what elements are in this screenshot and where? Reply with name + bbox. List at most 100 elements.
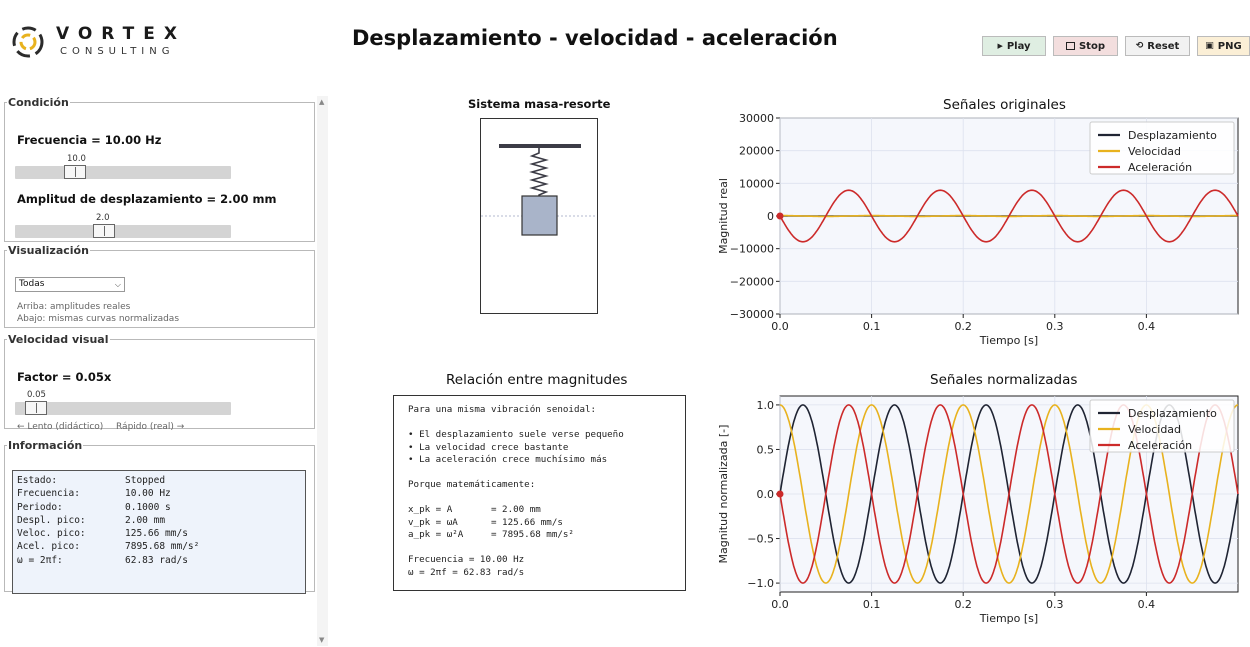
info-key: Frecuencia: — [17, 488, 80, 500]
play-icon: ▶ — [997, 42, 1003, 50]
relation-line: • La aceleración crece muchísimo más — [408, 454, 608, 465]
info-value: 2.00 mm — [125, 514, 166, 526]
info-row: Periodo: 0.1000 s — [17, 501, 305, 514]
frequency-value: 10.0 — [67, 154, 86, 164]
info-value: Stopped — [125, 475, 166, 486]
info-row: Estado: Stopped — [17, 474, 305, 487]
amplitude-label: Amplitud de desplazamiento = 2.00 mm — [17, 192, 277, 206]
amplitude-slider-handle[interactable] — [93, 224, 115, 238]
series-line-aceleracion — [779, 189, 1239, 243]
y-axis-label: Magnitud normalizada [-] — [717, 425, 730, 564]
x-tick-label: 0.1 — [863, 320, 881, 333]
relation-line: Porque matemáticamente: — [408, 479, 536, 490]
normalized-signals-chart: −1.0 −0.5 0.0 0.5 1.0 0.0 0.1 0.2 0.3 0.4 Tiempo [… — [717, 395, 1239, 625]
save-image-icon: ▣ — [1205, 41, 1214, 51]
info-key: Veloc. pico: — [17, 528, 86, 540]
x-tick-label: 0.0 — [771, 320, 789, 333]
png-label: PNG — [1217, 40, 1242, 52]
relation-line — [408, 542, 685, 555]
relation-line: Para una misma vibración senoidal: — [408, 404, 597, 415]
info-key: Periodo: — [17, 501, 63, 513]
x-tick-label: 0.0 — [771, 598, 789, 611]
spring-coil — [529, 148, 549, 196]
info-key: Acel. pico: — [17, 541, 80, 553]
png-button[interactable]: ▣ PNG — [1197, 36, 1250, 56]
x-tick-label: 0.3 — [1046, 320, 1064, 333]
y-tick-label: 0.5 — [757, 443, 775, 456]
amplitude-slider[interactable] — [15, 224, 231, 238]
vortex-swirl-icon — [12, 26, 44, 58]
info-value: 0.1000 s — [125, 501, 171, 513]
current-time-marker — [776, 490, 784, 498]
vortex-logo: VORTEX CONSULTING — [8, 22, 188, 62]
legend-label-aceleracion: Aceleración — [1128, 439, 1192, 452]
visualization-select[interactable]: Todas ⌵ — [15, 277, 125, 292]
y-tick-label: −0.5 — [747, 533, 774, 546]
x-tick-label: 0.1 — [863, 598, 881, 611]
spring-mass-drawing — [481, 144, 597, 236]
control-panel: Condición Frecuencia = 10.00 Hz 10.0 Amp… — [4, 96, 317, 644]
frequency-slider[interactable] — [15, 165, 231, 179]
speed-factor-slider[interactable] — [15, 401, 231, 415]
page-title: Desplazamiento - velocidad - aceleración — [352, 26, 838, 50]
legend-label-velocidad: Velocidad — [1128, 145, 1181, 158]
visualization-note-bottom: Abajo: mismas curvas normalizadas — [17, 314, 180, 324]
logo-subtitle: CONSULTING — [60, 46, 175, 57]
x-tick-label: 0.3 — [1046, 598, 1064, 611]
stop-label: Stop — [1078, 40, 1105, 52]
frequency-label: Frecuencia = 10.00 Hz — [17, 133, 162, 147]
series-line-aceleracion — [779, 404, 1239, 584]
x-tick-label: 0.4 — [1138, 598, 1156, 611]
legend: Desplazamiento Velocidad Aceleración — [1089, 399, 1235, 453]
info-row: Acel. pico: 7895.68 mm/s² — [17, 540, 305, 553]
informacion-legend: Información — [8, 439, 83, 452]
info-readout: Estado: Stopped Frecuencia: 10.00 Hz Perio… — [12, 470, 306, 594]
relation-line: • La velocidad crece bastante — [408, 441, 569, 453]
reset-button[interactable]: ⟲ Reset — [1125, 36, 1190, 56]
y-tick-label: 0 — [767, 210, 774, 223]
chevron-down-icon: ⌵ — [114, 280, 121, 289]
visualization-selected: Todas — [19, 279, 45, 289]
velocidad-visual-group: Velocidad visual Factor = 0.05x 0.05 ← L… — [4, 333, 315, 432]
legend-box — [1089, 399, 1235, 453]
frequency-slider-handle[interactable] — [64, 165, 86, 179]
y-tick-label: −1.0 — [747, 577, 774, 590]
legend-box — [1089, 121, 1235, 175]
normalized-signals-title: Señales normalizadas — [930, 372, 1078, 388]
y-axis-label: Magnitud real — [717, 178, 730, 254]
x-tick-label: 0.2 — [954, 598, 972, 611]
info-value: 7895.68 mm/s² — [125, 541, 200, 553]
legend-label-velocidad: Velocidad — [1128, 423, 1181, 436]
legend-label-aceleracion: Aceleración — [1128, 161, 1192, 174]
info-key: ω = 2πf: — [17, 554, 63, 566]
info-row: Frecuencia: 10.00 Hz — [17, 487, 305, 500]
reset-icon: ⟲ — [1135, 41, 1144, 51]
info-row: Despl. pico: 2.00 mm — [17, 514, 305, 527]
relation-line — [408, 467, 685, 480]
play-button[interactable]: ▶ Play — [982, 36, 1046, 56]
y-tick-label: 1.0 — [757, 399, 775, 412]
info-key: Despl. pico: — [17, 514, 86, 526]
legend-label-desplazamiento: Desplazamiento — [1128, 407, 1217, 420]
visualization-note-top: Arriba: amplitudes reales — [17, 302, 131, 312]
relation-line: x_pk = A = 2.00 mm — [408, 504, 541, 515]
visualizacion-group: Visualización Todas ⌵ Arriba: amplitudes… — [4, 244, 315, 328]
info-value: 62.83 rad/s — [125, 554, 188, 566]
info-key: Estado: — [17, 475, 58, 486]
scroll-down-icon[interactable]: ▼ — [319, 636, 325, 644]
amplitude-value: 2.0 — [96, 213, 110, 223]
speed-factor-slider-handle[interactable] — [25, 401, 47, 415]
y-tick-label: 30000 — [739, 112, 774, 125]
left-panel-scrollbar[interactable]: ▲ ▼ — [317, 96, 328, 646]
relation-line: ω = 2πf = 62.83 rad/s — [408, 566, 525, 578]
relation-title: Relación entre magnitudes — [446, 372, 628, 388]
scroll-up-icon[interactable]: ▲ — [319, 98, 325, 106]
stop-button[interactable]: Stop — [1053, 36, 1118, 56]
factor-label: Factor = 0.05x — [17, 370, 112, 384]
relation-line: Frecuencia = 10.00 Hz — [408, 554, 525, 565]
relation-line — [408, 417, 685, 430]
info-value: 125.66 mm/s — [125, 528, 188, 540]
y-tick-label: 10000 — [739, 177, 774, 190]
stop-icon — [1065, 42, 1075, 50]
condicion-group: Condición Frecuencia = 10.00 Hz 10.0 Amp… — [4, 96, 315, 242]
